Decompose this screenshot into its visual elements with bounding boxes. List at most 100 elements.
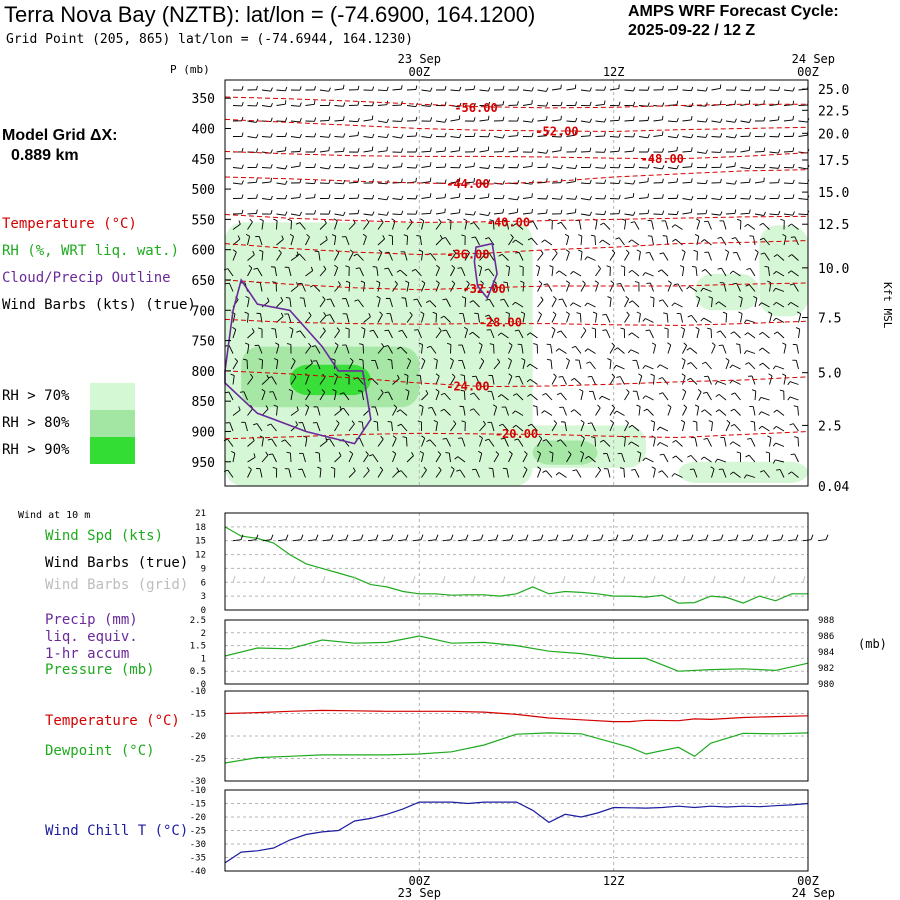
wind-barb-shaft [305,270,314,277]
wind-barb-flag [651,466,656,470]
wind-barb [290,102,302,107]
wind-barb-shaft [790,270,799,277]
wind-barb [614,347,625,354]
wind-barb-flag [753,295,758,299]
wind-barb-flag [285,297,290,299]
wind-barb-flag [322,296,326,300]
wind-barb-shaft [711,198,721,201]
wind-barb-flag [772,459,776,464]
wind-barb [769,132,781,138]
wind-barb-shaft [290,151,301,153]
wind-barb [469,408,480,416]
wind-barb [377,311,383,323]
wind-barb [603,453,611,463]
wind-barb-shaft [775,365,785,370]
sfc-wind-barb-33 [727,539,737,542]
wind-barb-flag [696,218,700,222]
sfc-wind-barb-29 [667,539,677,542]
wind-barb [232,406,241,416]
wind-barb-shaft [472,331,480,339]
wind-barb-flag [763,116,766,121]
wind-barb-shaft [464,297,467,308]
wind-barb-flag [485,298,490,301]
wind-barb-shaft [247,221,253,230]
wind-barb-shaft [725,120,735,123]
wind-barb-shaft [675,440,683,447]
wind-barb-shaft [690,362,698,370]
wind-barb [440,408,451,416]
wind-barb-shaft [665,220,669,230]
wind-barb-flag [725,357,730,361]
wind-barb-shaft [276,252,282,261]
wind-barb [273,218,278,230]
wind-barb [798,195,810,200]
wind-barb-shaft [227,438,234,447]
wind-barb-shaft [276,238,284,246]
wind-barb-flag [546,163,548,168]
wind-barb-shaft [579,313,582,323]
wind-barb-flag [273,218,278,221]
rh-region-3 [759,225,808,317]
wind-barb [722,311,728,323]
wind-barb-shaft [762,362,770,370]
wind-barb [570,377,582,385]
wind-barb [694,404,700,416]
wind-barb-flag [589,196,592,201]
wind-barb-shaft [329,314,335,323]
wind-barb [783,179,795,184]
wind-barb-flag [546,131,548,136]
wind-barb [565,249,570,261]
wind-barb-flag [401,178,403,183]
wind-barb-flag [681,373,686,377]
wind-barb [595,210,607,216]
wind-barb-shaft [717,458,727,463]
wind-barb-flag [792,132,795,137]
wind-barb-flag [256,85,258,90]
wind-barb-flag [616,376,621,378]
wind-barb [667,146,678,153]
wind-barb [471,468,480,478]
sfc-wind-barb-34 [742,539,752,542]
wind-barb-flag [396,409,401,413]
wind-barb [522,466,528,478]
wind-barb [508,86,519,91]
wind-barb-shaft [284,439,292,447]
wind-barb-flag [730,331,735,335]
wind-barb-shaft [334,330,340,339]
wind-barb-shaft [798,329,801,339]
wind-barb [672,455,683,463]
wind-barb [418,249,424,261]
wind-barb [711,133,723,138]
wind-barb [519,265,524,277]
wind-barb-flag [314,117,317,122]
wind-barb-flag [553,296,557,300]
wind-barb-flag [429,133,433,138]
wind-barb-shaft [522,313,526,323]
wind-barb-shaft [477,313,480,323]
wind-barb [493,85,505,91]
wind-barb-flag [328,101,331,106]
wind-barb-shaft [274,267,277,277]
wind-barb [334,264,339,277]
wind-barb-flag [270,164,273,169]
wind-barb-shaft [704,409,712,416]
wind-barb-flag [704,220,709,223]
wind-barb-shaft [566,282,570,292]
wind-barb-shaft [290,136,300,139]
wind-barb-flag [393,404,398,408]
wind-barb [299,452,306,463]
wind-barb-flag [708,296,713,299]
sfc-wind-barb-20 [532,539,542,542]
wind-barb-shaft [363,136,373,139]
wind-barb [284,266,292,277]
wind-barb-shaft [450,136,460,139]
wind-barb [551,115,562,122]
wind-barb [653,194,664,199]
wind-barb-flag [671,473,675,477]
wind-barb-shaft [232,223,241,230]
wind-barb-shaft [551,267,554,277]
wind-barb-flag [642,318,646,322]
wind-barb-flag [312,360,317,362]
wind-barb [435,466,442,478]
pressure-tick-label-0: 350 [192,92,215,107]
